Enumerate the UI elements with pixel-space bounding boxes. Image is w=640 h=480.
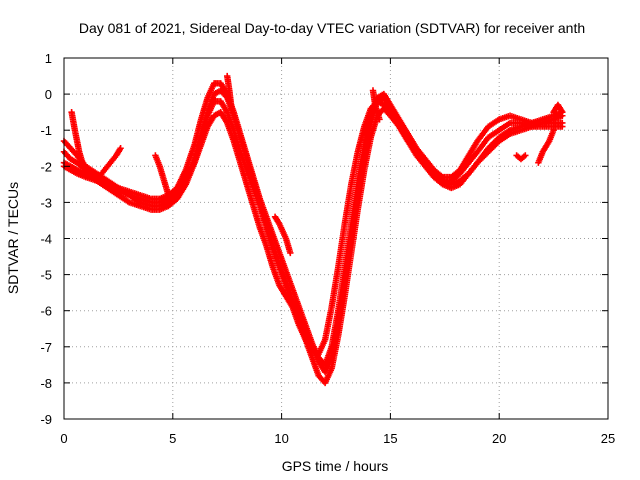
y-tick-label--2: -2 [40, 159, 52, 174]
data-points [60, 72, 566, 387]
x-axis-label: GPS time / hours [282, 458, 389, 474]
x-tick-label-0: 0 [60, 431, 67, 446]
excursion-2-point-19 [117, 145, 124, 152]
excursion-3-point-22 [165, 191, 172, 199]
y-tick-label--7: -7 [40, 340, 52, 355]
excursion-7-point-6 [522, 152, 529, 159]
x-tick-label-25: 25 [601, 431, 615, 446]
chart-title: Day 081 of 2021, Sidereal Day-to-day VTE… [79, 20, 585, 36]
y-tick-label-1: 1 [45, 51, 52, 66]
y-tick-label-0: 0 [45, 87, 52, 102]
excursion-1-point-30 [80, 163, 87, 170]
x-tick-label-5: 5 [169, 431, 176, 446]
series-4-point-516 [559, 123, 566, 130]
excursion-4-point-18 [228, 105, 235, 112]
x-tick-label-10: 10 [274, 431, 288, 446]
y-tick-label--3: -3 [40, 195, 52, 210]
y-tick-label--1: -1 [40, 123, 52, 138]
x-tick-label-20: 20 [492, 431, 506, 446]
excursion-6-point-16 [376, 116, 383, 123]
y-tick-label--5: -5 [40, 268, 52, 283]
excursion-9-point-10 [559, 108, 566, 116]
y-axis-label: SDTVAR / TECUs [5, 182, 21, 294]
y-tick-label--4: -4 [40, 232, 52, 247]
y-tick-label--8: -8 [40, 376, 52, 391]
axis-ticks [63, 57, 609, 420]
y-tick-label--6: -6 [40, 304, 52, 319]
excursion-8-point-19 [550, 127, 557, 134]
excursion-5-point-21 [287, 249, 294, 257]
x-tick-label-15: 15 [383, 431, 397, 446]
y-tick-label--9: -9 [40, 412, 52, 427]
